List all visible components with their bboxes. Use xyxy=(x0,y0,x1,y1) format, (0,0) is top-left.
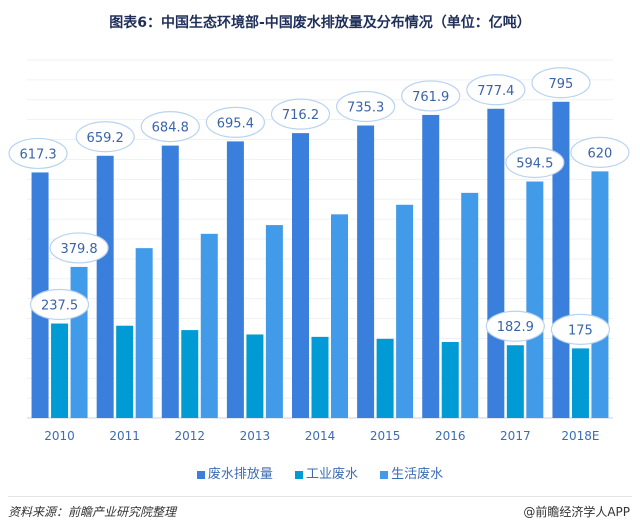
x-tick-label: 2015 xyxy=(370,429,401,443)
bar xyxy=(265,225,283,418)
data-label-bubble xyxy=(140,111,200,143)
data-label-bubble xyxy=(270,98,331,130)
bar xyxy=(331,214,348,418)
x-tick-label: 2018E xyxy=(561,429,599,443)
legend-item: 工业废水 xyxy=(294,463,358,482)
data-label-bubble xyxy=(75,121,135,153)
data-label-bubble xyxy=(531,67,591,99)
data-label: 175 xyxy=(568,323,593,338)
data-label: 761.9 xyxy=(412,90,449,105)
data-label: 735.3 xyxy=(347,101,384,116)
bar xyxy=(357,125,375,418)
x-tick-label: 2010 xyxy=(44,429,75,443)
bar xyxy=(292,133,309,418)
data-label: 617.3 xyxy=(19,147,56,162)
data-label: 182.9 xyxy=(497,320,534,335)
bar xyxy=(422,114,440,419)
bar xyxy=(96,155,114,418)
data-label: 237.5 xyxy=(41,299,78,314)
data-label: 684.8 xyxy=(152,121,189,136)
bar xyxy=(311,336,329,418)
divider xyxy=(8,496,632,497)
data-label-bubble xyxy=(485,310,545,342)
legend-label: 生活废水 xyxy=(391,467,444,482)
bar xyxy=(506,345,524,418)
data-label-bubble xyxy=(336,90,396,123)
bar xyxy=(461,192,479,418)
legend-label: 工业废水 xyxy=(305,467,358,482)
bar xyxy=(396,204,414,418)
data-label-bubble xyxy=(8,137,68,170)
legend-swatch xyxy=(380,470,389,479)
bar xyxy=(116,325,134,418)
bar xyxy=(571,348,589,418)
legend-swatch xyxy=(294,470,303,479)
bar xyxy=(51,323,69,418)
data-label: 777.4 xyxy=(477,84,514,99)
legend-label: 废水排放量 xyxy=(207,467,273,482)
legend-swatch xyxy=(196,470,205,479)
x-tick-label: 2016 xyxy=(435,429,466,443)
data-label-bubble xyxy=(29,288,90,321)
bar xyxy=(591,171,609,418)
data-label-bubble xyxy=(49,232,109,264)
bar xyxy=(487,108,505,419)
x-tick-label: 2017 xyxy=(500,429,531,443)
bar xyxy=(526,181,544,418)
bar xyxy=(161,145,179,418)
chart-title: 图表6：中国生态环境部-中国废水排放量及分布情况（单位：亿吨） xyxy=(109,15,531,31)
source-note: 资料来源：前瞻产业研究院整理 xyxy=(8,505,177,519)
data-label: 594.5 xyxy=(516,157,553,172)
x-tick-label: 2012 xyxy=(175,429,206,443)
data-label-bubble xyxy=(550,313,611,345)
data-label: 716.2 xyxy=(282,108,319,123)
bar xyxy=(181,330,199,418)
data-label: 620 xyxy=(588,146,613,161)
bar xyxy=(552,101,570,419)
data-label-bubble xyxy=(205,106,265,138)
x-tick-label: 2011 xyxy=(109,429,140,443)
legend-item: 废水排放量 xyxy=(196,463,273,482)
legend-item: 生活废水 xyxy=(380,463,443,482)
x-tick-label: 2014 xyxy=(305,429,336,443)
brand-label: @前瞻经济学人APP xyxy=(523,505,630,519)
data-label: 659.2 xyxy=(87,131,124,146)
legend: 废水排放量 工业废水 生活废水 xyxy=(0,463,640,482)
bar xyxy=(441,342,459,418)
data-label: 379.8 xyxy=(60,242,97,257)
x-tick-label: 2013 xyxy=(240,429,271,443)
data-label-bubble xyxy=(401,80,461,112)
data-label-bubble xyxy=(466,74,526,106)
bar xyxy=(70,266,88,418)
bar xyxy=(226,141,244,419)
bar xyxy=(376,338,394,418)
data-label-bubble xyxy=(505,146,565,179)
data-label: 695.4 xyxy=(217,116,254,131)
bar xyxy=(200,233,218,418)
bar xyxy=(246,334,264,418)
bar xyxy=(135,248,153,418)
data-label-bubble xyxy=(570,136,630,168)
data-label: 795 xyxy=(549,77,574,92)
